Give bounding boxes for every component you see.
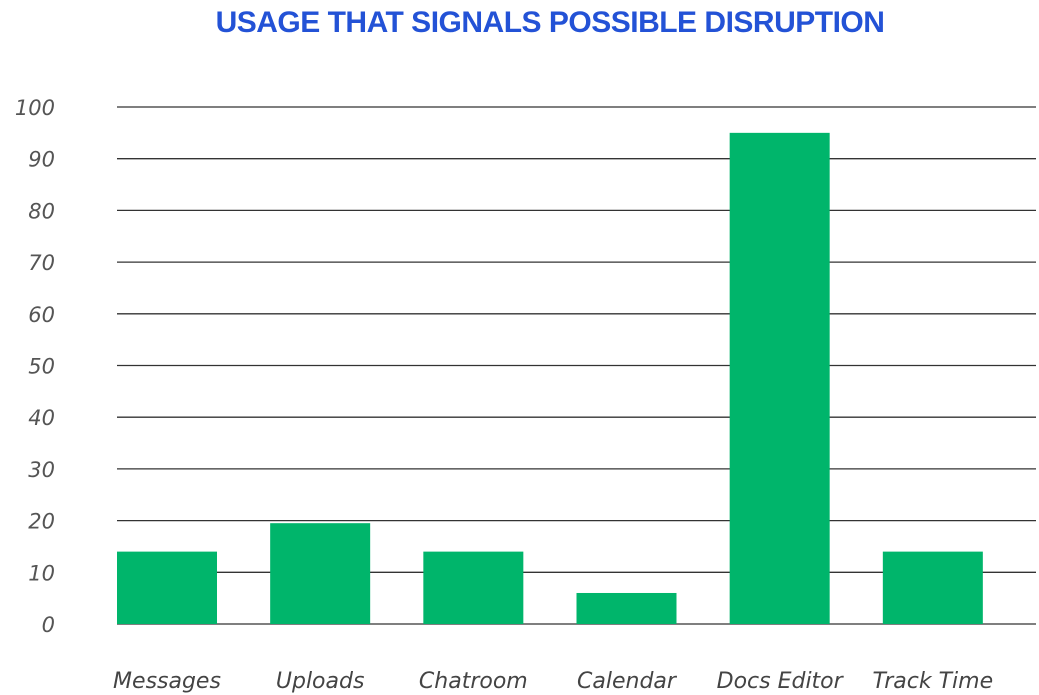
y-tick-label: 20 [28, 510, 55, 534]
bar-calendar [576, 592, 677, 624]
x-category-label: Messages [113, 669, 221, 694]
y-tick-label: 70 [28, 251, 55, 275]
bar-uploads [270, 523, 371, 624]
y-tick-label: 60 [28, 303, 55, 327]
x-category-label: Track Time [873, 669, 994, 694]
y-tick-label: 0 [42, 613, 55, 637]
bar-docs-editor [729, 132, 830, 624]
bar-track-time [882, 551, 983, 624]
x-axis-labels: Messages Uploads Chatroom Calendar Docs Edit… [113, 669, 993, 694]
bars [117, 132, 983, 624]
y-axis-ticks: 0 10 20 30 40 50 60 70 80 90 100 [15, 96, 55, 637]
chart-title: USAGE THAT SIGNALS POSSIBLE DISRUPTION [215, 6, 885, 39]
bar-messages [117, 551, 217, 624]
x-category-label: Calendar [577, 669, 678, 694]
y-tick-label: 40 [28, 406, 55, 430]
bar-chatroom [423, 551, 524, 624]
gridlines [117, 106, 1036, 625]
y-tick-label: 30 [28, 458, 55, 482]
y-tick-label: 80 [28, 199, 55, 223]
y-tick-label: 10 [28, 561, 55, 585]
y-tick-label: 90 [28, 148, 55, 172]
y-tick-label: 100 [15, 96, 55, 120]
x-category-label: Chatroom [419, 669, 528, 694]
y-tick-label: 50 [28, 355, 55, 379]
x-category-label: Docs Editor [717, 669, 845, 694]
x-category-label: Uploads [276, 669, 365, 694]
